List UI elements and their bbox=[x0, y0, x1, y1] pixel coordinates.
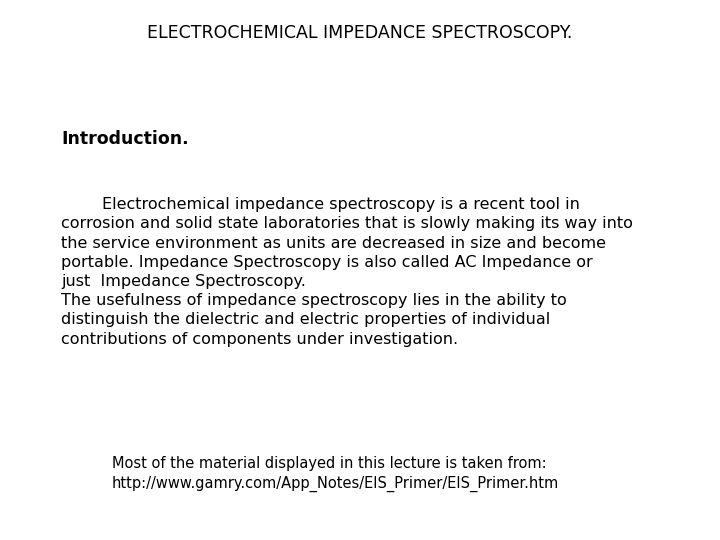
Text: Electrochemical impedance spectroscopy is a recent tool in
corrosion and solid s: Electrochemical impedance spectroscopy i… bbox=[61, 197, 633, 347]
Text: Introduction.: Introduction. bbox=[61, 130, 189, 147]
Text: ELECTROCHEMICAL IMPEDANCE SPECTROSCOPY.: ELECTROCHEMICAL IMPEDANCE SPECTROSCOPY. bbox=[148, 24, 572, 42]
Text: Most of the material displayed in this lecture is taken from:
http://www.gamry.c: Most of the material displayed in this l… bbox=[112, 456, 559, 492]
